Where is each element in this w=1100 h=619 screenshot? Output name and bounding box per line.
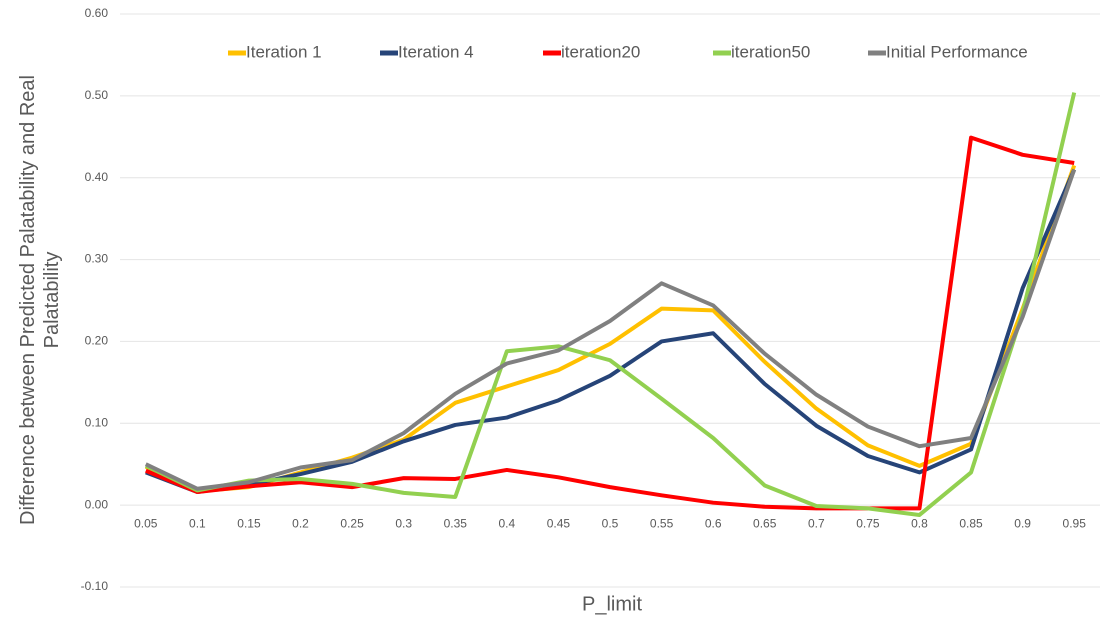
y-axis-title: Difference between Predicted Palatabilit… [17,75,63,525]
x-tick-label: 0.15 [237,516,261,530]
x-tick-label: 0.35 [444,516,468,530]
x-tick-label: 0.5 [602,516,619,530]
x-tick-label: 0.65 [753,516,777,530]
x-tick-label: 0.2 [292,516,309,530]
y-tick-label: 0.40 [85,170,109,184]
x-tick-label: 0.3 [395,516,412,530]
y-tick-label: 0.50 [85,88,109,102]
x-tick-label: 0.6 [705,516,722,530]
legend-label: iteration20 [561,42,640,61]
x-tick-label: 0.45 [547,516,571,530]
x-tick-label: 0.9 [1014,516,1031,530]
x-tick-label: 0.25 [340,516,364,530]
series-line [144,92,1077,517]
y-tick-label: 0.00 [85,497,109,511]
x-tick-label: 0.95 [1063,516,1087,530]
x-tick-label: 0.8 [911,516,928,530]
x-axis-title: P_limit [582,593,642,615]
series-line [145,168,1077,495]
y-tick-label: 0.10 [85,415,109,429]
x-tick-label: 0.75 [856,516,880,530]
x-tick-label: 0.55 [650,516,674,530]
x-tick-label: 0.05 [134,516,158,530]
series-line [144,168,1077,491]
x-tick-label: 0.85 [959,516,983,530]
y-tick-label: 0.30 [85,252,109,266]
x-tick-label: 0.4 [498,516,515,530]
x-tick-label: 0.7 [808,516,825,530]
x-tick-label: 0.1 [189,516,206,530]
legend-label: Iteration 4 [398,42,474,61]
legend-label: iteration50 [731,42,810,61]
y-tick-label: 0.20 [85,334,109,348]
legend-label: Initial Performance [886,42,1028,61]
y-tick-label: -0.10 [81,579,109,593]
legend-label: Iteration 1 [246,42,322,61]
y-tick-label: 0.60 [85,6,109,20]
series-line [145,135,1075,511]
